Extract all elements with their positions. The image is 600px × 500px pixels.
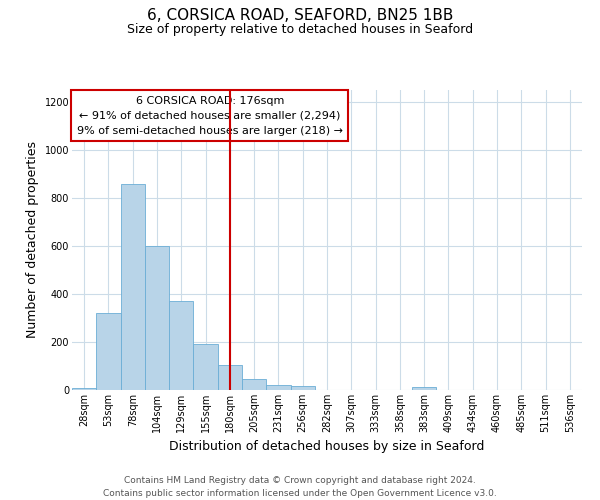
- Bar: [169, 301, 193, 390]
- Bar: [290, 386, 315, 390]
- Text: 6 CORSICA ROAD: 176sqm
← 91% of detached houses are smaller (2,294)
9% of semi-d: 6 CORSICA ROAD: 176sqm ← 91% of detached…: [77, 96, 343, 136]
- Y-axis label: Number of detached properties: Number of detached properties: [26, 142, 39, 338]
- Text: Size of property relative to detached houses in Seaford: Size of property relative to detached ho…: [127, 22, 473, 36]
- Bar: [218, 365, 242, 390]
- Text: Contains HM Land Registry data © Crown copyright and database right 2024.
Contai: Contains HM Land Registry data © Crown c…: [103, 476, 497, 498]
- Bar: [412, 387, 436, 390]
- Bar: [121, 184, 145, 390]
- Bar: [266, 385, 290, 390]
- X-axis label: Distribution of detached houses by size in Seaford: Distribution of detached houses by size …: [169, 440, 485, 454]
- Bar: [145, 246, 169, 390]
- Bar: [242, 379, 266, 390]
- Text: 6, CORSICA ROAD, SEAFORD, BN25 1BB: 6, CORSICA ROAD, SEAFORD, BN25 1BB: [147, 8, 453, 22]
- Bar: [193, 344, 218, 390]
- Bar: [96, 313, 121, 390]
- Bar: [72, 388, 96, 390]
